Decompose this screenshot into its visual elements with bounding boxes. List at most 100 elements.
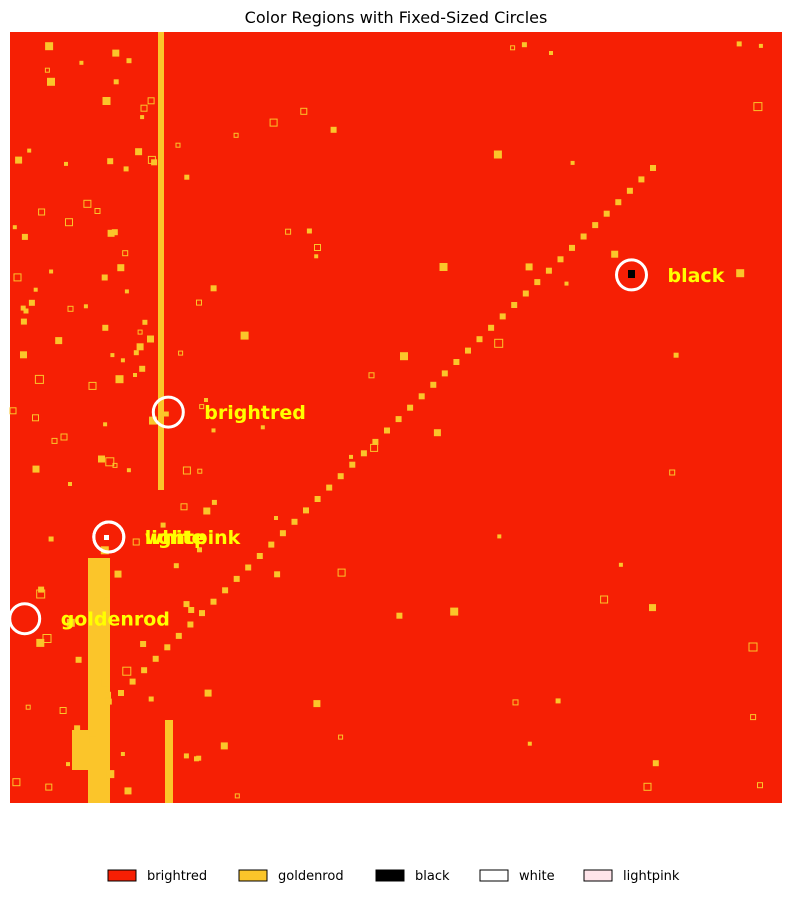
goldenrod-dot [476,336,483,343]
goldenrod-square [260,425,265,430]
goldenrod-square [124,289,129,294]
goldenrod-square [102,97,111,105]
goldenrod-square [194,756,199,762]
goldenrod-square [34,374,44,384]
goldenrod-square [20,318,27,325]
goldenrod-square [112,49,120,57]
black-region [628,270,635,278]
goldenrod-square [527,741,532,746]
goldenrod-dot [499,313,506,320]
goldenrod-dot [199,610,205,617]
goldenrod-square [102,673,109,679]
goldenrod-square [210,285,217,292]
legend-label-black: black [415,869,450,884]
goldenrod-square [136,343,144,351]
goldenrod-square [497,534,502,539]
goldenrod-square [101,678,110,687]
goldenrod-dot [441,370,448,377]
goldenrod-dot [407,404,414,411]
goldenrod-square [611,250,619,258]
goldenrod-square [98,455,105,463]
goldenrod-square [147,155,156,164]
goldenrod-square [111,229,118,236]
goldenrod-dot [118,690,124,696]
goldenrod-square [330,126,337,133]
goldenrod-square [196,299,202,306]
goldenrod-square [47,77,55,86]
goldenrod-square [338,734,344,740]
goldenrod-dot [233,575,240,582]
goldenrod-square [9,407,17,415]
goldenrod-square [306,228,312,234]
goldenrod-square [140,115,145,120]
annotation-label-brightred: brightred [204,402,306,424]
goldenrod-square [211,428,216,433]
goldenrod-dot [141,667,148,674]
goldenrod-dot [522,290,529,297]
goldenrod-square [59,707,67,714]
goldenrod-square [197,547,202,553]
goldenrod-square [60,433,68,441]
legend-label-lightpink: lightpink [623,869,680,884]
goldenrod-square [79,60,84,65]
goldenrod-square [32,465,40,473]
goldenrod-square [101,274,108,281]
goldenrod-square [113,79,119,85]
goldenrod-square [66,762,70,767]
goldenrod-square [27,148,32,153]
goldenrod-square [102,324,109,331]
goldenrod-square [183,753,189,759]
legend-swatch-black [375,869,405,882]
goldenrod-square [396,612,403,619]
goldenrod-square [211,499,217,505]
goldenrod-square [139,365,146,372]
goldenrod-square [42,634,52,643]
goldenrod-square [94,208,101,214]
goldenrod-square [74,725,81,732]
legend-label-white: white [519,869,555,884]
goldenrod-square [669,469,676,476]
annotation-circle-brightred [151,395,185,429]
goldenrod-square [33,287,38,292]
goldenrod-square [104,691,111,699]
goldenrod-regions [9,32,763,803]
goldenrod-square [204,398,208,402]
goldenrod-square [104,597,110,603]
goldenrod-square [20,305,26,311]
goldenrod-square [12,778,21,787]
goldenrod-square [184,174,190,180]
goldenrod-square [68,482,72,486]
goldenrod-square [555,698,561,704]
chart-title: Color Regions with Fixed-Sized Circles [245,8,548,27]
goldenrod-square [135,148,143,156]
goldenrod-square [88,381,97,390]
goldenrod-square [736,41,742,47]
goldenrod-square [285,228,292,235]
annotation-circle-lightpink [92,520,126,554]
goldenrod-square [45,42,54,51]
goldenrod-square [173,563,179,569]
goldenrod-square [44,67,50,73]
legend: brightred goldenrod black white lightpink [107,869,680,884]
goldenrod-dot [430,381,437,388]
goldenrod-square [370,443,379,452]
legend-label-brightred: brightred [147,869,207,884]
goldenrod-square [126,468,131,473]
annotation-label-white: white [145,527,205,549]
goldenrod-square [314,254,319,259]
goldenrod-block [72,730,90,770]
goldenrod-square [178,350,184,356]
goldenrod-dot [245,564,252,571]
goldenrod-square [140,104,148,112]
goldenrod-dot [279,530,286,537]
goldenrod-square [32,414,39,422]
goldenrod-dot [337,473,344,480]
goldenrod-dot [210,598,217,605]
goldenrod-square [105,698,112,705]
goldenrod-square [182,466,191,475]
goldenrod-square [349,454,353,459]
goldenrod-square [140,641,147,647]
goldenrod-square [132,538,140,546]
annotation-label-black: black [668,265,725,287]
goldenrod-square [147,97,155,105]
